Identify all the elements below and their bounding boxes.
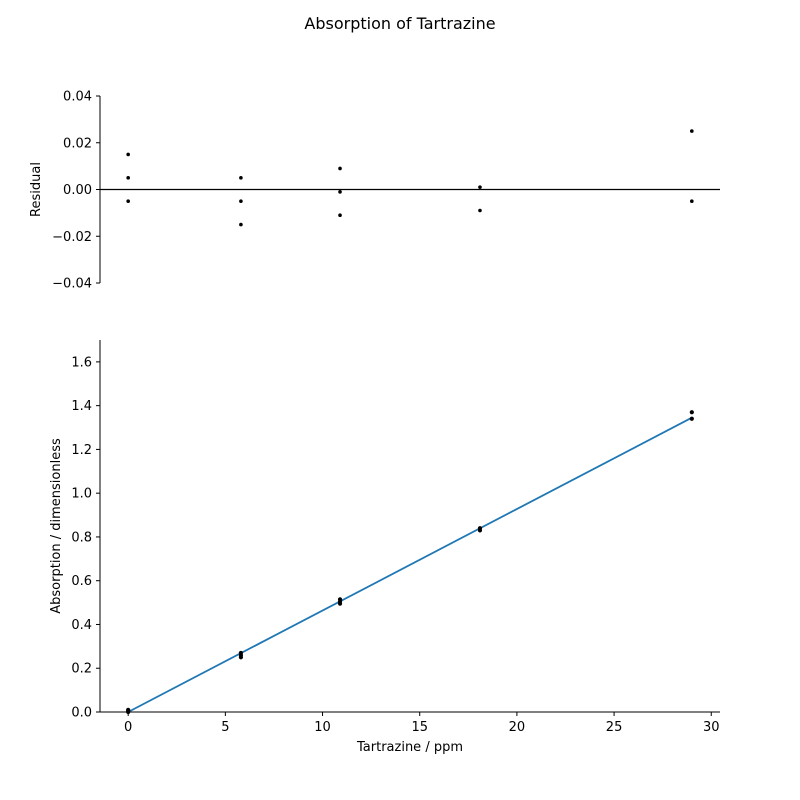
residual-point: [239, 176, 243, 180]
fit-line: [127, 416, 693, 713]
data-panel: 0.0 0.2 0.4 0.6 0.8 1.0 1.2 1.4 1.6 0 5 10 15 20 25 30…: [49, 340, 720, 755]
chart-title: Absorption of Tartrazine: [304, 14, 495, 33]
data-x-tick-label: 10: [314, 720, 331, 735]
data-point: [126, 709, 131, 715]
residual-y-tick-label: −0.04: [52, 277, 92, 292]
residual-point: [126, 176, 130, 180]
residual-point: [126, 152, 130, 157]
residual-point: [690, 129, 694, 133]
data-y-tick-label: 0.2: [71, 662, 92, 677]
data-x-tick-label: 15: [411, 720, 428, 735]
residual-y-tick-label: −0.02: [52, 230, 92, 245]
residual-y-tick-label: 0.00: [63, 183, 92, 198]
data-point: [689, 410, 694, 415]
data-x-tick-label: 0: [124, 720, 132, 735]
residual-points: [126, 129, 694, 227]
data-y-tick-label: 0.8: [71, 530, 92, 545]
residual-point: [478, 185, 482, 189]
residual-point: [126, 199, 130, 203]
data-x-axis-label: Tartrazine / ppm: [356, 740, 463, 755]
data-y-ticks: 0.0 0.2 0.4 0.6 0.8 1.0 1.2 1.4 1.6: [71, 355, 100, 721]
residual-point: [478, 208, 482, 213]
data-y-tick-label: 0.4: [71, 618, 92, 633]
data-y-tick-label: 1.2: [71, 443, 92, 458]
data-y-tick-label: 1.4: [71, 399, 92, 414]
data-x-tick-label: 30: [703, 720, 720, 735]
data-x-ticks: 0 5 10 15 20 25 30: [124, 712, 720, 735]
residual-y-tick-label: 0.04: [63, 90, 92, 105]
residual-y-axis-label: Residual: [29, 162, 44, 217]
residual-y-tick-label: 0.02: [63, 136, 92, 151]
data-y-tick-label: 0.0: [71, 706, 92, 721]
data-point: [238, 655, 244, 660]
residual-point: [338, 213, 342, 218]
data-x-tick-label: 25: [606, 720, 623, 735]
data-points: [126, 410, 694, 715]
residual-point: [239, 222, 243, 227]
residual-point: [690, 199, 694, 203]
data-x-tick-label: 5: [221, 720, 229, 735]
data-y-tick-label: 0.6: [71, 574, 92, 589]
residual-y-ticks: −0.04 −0.02 0.00 0.02 0.04: [52, 90, 100, 292]
residual-point: [239, 199, 243, 203]
data-y-tick-label: 1.6: [71, 355, 92, 370]
data-x-tick-label: 20: [509, 720, 526, 735]
data-point: [337, 601, 343, 606]
data-point: [477, 528, 483, 533]
residual-point: [338, 190, 342, 194]
residual-point: [338, 166, 342, 171]
data-point: [689, 416, 694, 421]
data-y-axis-label: Absorption / dimensionless: [49, 438, 64, 614]
residual-panel: −0.04 −0.02 0.00 0.02 0.04 Residual: [29, 90, 720, 292]
data-y-tick-label: 1.0: [71, 487, 92, 502]
